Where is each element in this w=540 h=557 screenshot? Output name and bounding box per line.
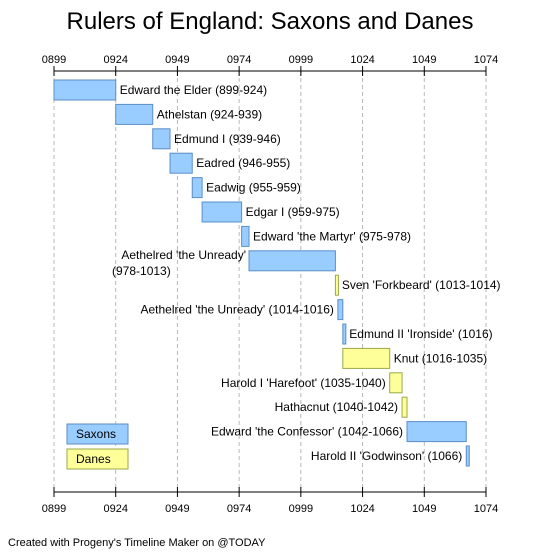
timeline-bar bbox=[152, 128, 171, 150]
timeline-bar bbox=[241, 225, 250, 247]
bar-label: Edward 'the Martyr' (975-978) bbox=[253, 229, 411, 243]
legend-swatch bbox=[66, 448, 129, 470]
bar-label: Edward the Elder (899-924) bbox=[120, 83, 267, 97]
timeline-bar bbox=[465, 445, 470, 467]
bar-label: Eadred (946-955) bbox=[196, 156, 290, 170]
timeline-bar bbox=[337, 299, 344, 321]
top-tick-label: 0924 bbox=[103, 54, 127, 66]
bar-label: Sven 'Forkbeard' (1013-1014) bbox=[342, 278, 501, 292]
bar-label: Athelstan (924-939) bbox=[157, 107, 262, 121]
bar-label: Eadwig (955-959) bbox=[206, 181, 301, 195]
top-tick-label: 1049 bbox=[412, 54, 436, 66]
timeline-bar bbox=[334, 274, 339, 296]
bar-label: Aethelred 'the Unready' (1014-1016) bbox=[141, 303, 334, 317]
top-tick-label: 0899 bbox=[42, 54, 66, 66]
bottom-tick-label: 1049 bbox=[412, 503, 436, 515]
bar-label: Harold II 'Godwinson' (1066) bbox=[311, 449, 462, 463]
timeline-bar bbox=[389, 372, 403, 394]
top-tick-label: 0949 bbox=[165, 54, 189, 66]
timeline-bar bbox=[342, 323, 347, 345]
bar-label: Edmund II 'Ironside' (1016) bbox=[349, 327, 492, 341]
bar-label: Hathacnut (1040-1042) bbox=[275, 400, 398, 414]
timeline-bar bbox=[169, 152, 193, 174]
footer-note: Created with Progeny's Timeline Maker on… bbox=[8, 537, 266, 549]
bar-label: Aethelred 'the Unready' (978-1013) bbox=[112, 248, 246, 278]
bottom-tick-label: 0924 bbox=[103, 503, 127, 515]
timeline-bars: Edward the Elder (899-924) Athelstan (924… bbox=[53, 79, 501, 467]
timeline-bar bbox=[115, 103, 154, 125]
timeline-bar bbox=[53, 79, 117, 101]
top-axis: 0899 0924 0949 0974 0999 1024 1049 1074 bbox=[42, 54, 498, 76]
timeline-bar bbox=[406, 421, 467, 443]
legend-label: Saxons bbox=[76, 427, 116, 441]
bar-label: Edmund I (939-946) bbox=[174, 132, 281, 146]
legend-swatch bbox=[66, 423, 129, 445]
top-tick-label: 1074 bbox=[474, 54, 498, 66]
bottom-tick-label: 0999 bbox=[289, 503, 313, 515]
timeline-bar bbox=[191, 177, 203, 199]
bottom-tick-label: 0974 bbox=[227, 503, 251, 515]
bottom-tick-label: 1074 bbox=[474, 503, 498, 515]
chart-title: Rulers of England: Saxons and Danes bbox=[67, 8, 474, 35]
bar-label: Knut (1016-1035) bbox=[394, 351, 487, 365]
bottom-tick-label: 1024 bbox=[350, 503, 374, 515]
top-tick-label: 0999 bbox=[289, 54, 313, 66]
bar-label: Harold I 'Harefoot' (1035-1040) bbox=[221, 376, 386, 390]
bottom-tick-label: 0949 bbox=[165, 503, 189, 515]
grid-lines bbox=[53, 71, 487, 492]
top-tick-label: 1024 bbox=[350, 54, 374, 66]
legend: Saxons Danes bbox=[66, 423, 129, 470]
bottom-tick-label: 0899 bbox=[42, 503, 66, 515]
bar-label: Edward 'the Confessor' (1042-1066) bbox=[211, 425, 403, 439]
timeline-bar bbox=[201, 201, 243, 223]
timeline-bar bbox=[342, 347, 391, 369]
timeline-bar bbox=[248, 250, 336, 272]
legend-label: Danes bbox=[76, 452, 111, 466]
top-tick-label: 0974 bbox=[227, 54, 251, 66]
bottom-axis: 0899 0924 0949 0974 0999 1024 1049 1074 bbox=[42, 487, 498, 515]
bar-label: Edgar I (959-975) bbox=[246, 205, 340, 219]
timeline-bar bbox=[401, 396, 408, 418]
